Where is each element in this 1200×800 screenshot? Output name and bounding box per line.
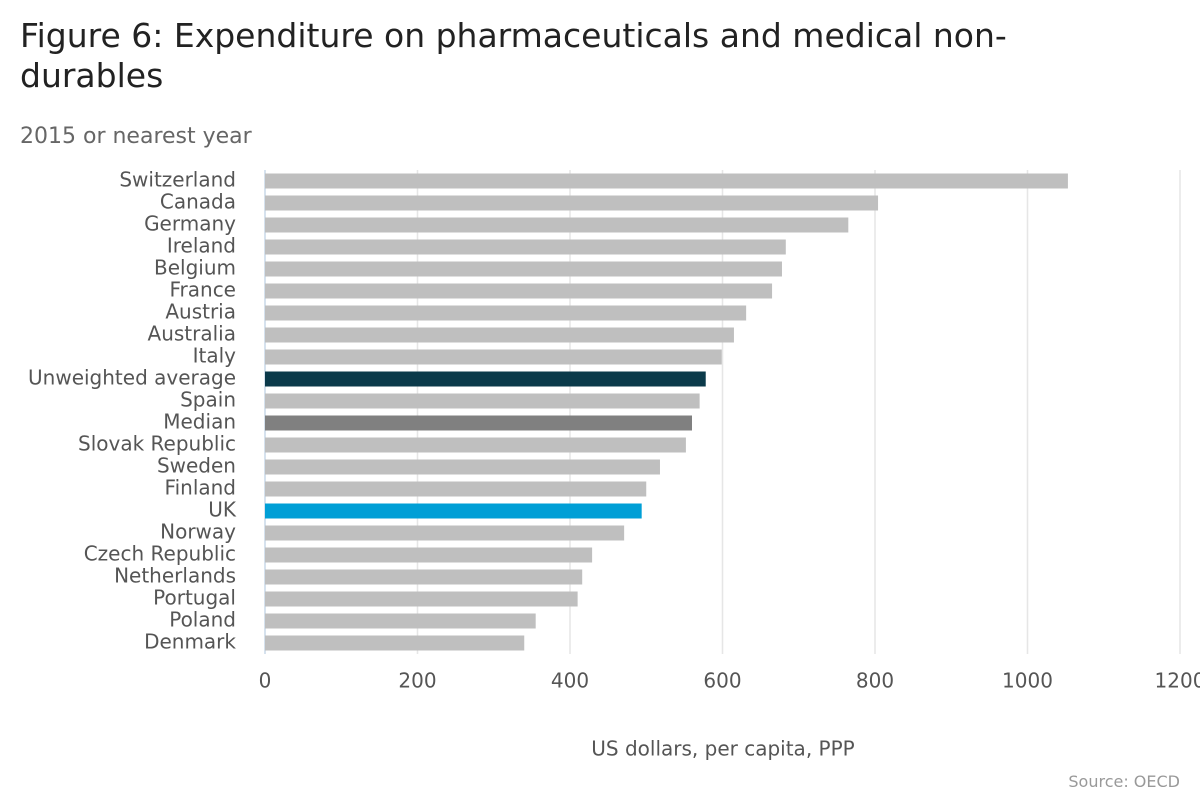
- bar: [265, 305, 747, 321]
- bar: [265, 503, 642, 519]
- x-tick-label: 600: [703, 669, 741, 693]
- y-tick-label: Unweighted average: [28, 366, 236, 390]
- bar: [265, 239, 786, 255]
- y-tick-label: France: [169, 278, 236, 302]
- bar: [265, 459, 660, 475]
- bar: [265, 327, 734, 343]
- x-axis-label: US dollars, per capita, PPP: [591, 737, 854, 761]
- y-tick-label: Finland: [165, 476, 236, 500]
- x-tick-label: 1000: [1002, 669, 1053, 693]
- y-tick-label: Portugal: [153, 586, 236, 610]
- y-tick-label: Netherlands: [114, 564, 236, 588]
- bar: [265, 569, 583, 585]
- source: Source: OECD: [1068, 772, 1180, 791]
- chart-title: Figure 6: Expenditure on pharmaceuticals…: [20, 16, 1007, 95]
- y-tick-label: Australia: [148, 322, 236, 346]
- bar: [265, 371, 706, 387]
- y-tick-label: Ireland: [167, 234, 236, 258]
- y-tick-label: Switzerland: [119, 168, 236, 192]
- x-tick-label: 400: [551, 669, 589, 693]
- x-tick-label: 200: [398, 669, 436, 693]
- y-tick-label: Denmark: [144, 630, 236, 654]
- bar: [265, 547, 593, 563]
- bar: [265, 393, 700, 409]
- bar: [265, 437, 686, 453]
- chart-subtitle: 2015 or nearest year: [20, 124, 252, 149]
- y-tick-label: Italy: [193, 344, 237, 368]
- y-tick-label: Norway: [160, 520, 236, 544]
- bar: [265, 481, 647, 497]
- bar: [265, 525, 625, 541]
- y-tick-label: Germany: [144, 212, 236, 236]
- bar: [265, 173, 1068, 189]
- y-tick-label: UK: [208, 498, 237, 522]
- y-tick-label: Slovak Republic: [78, 432, 236, 456]
- chart: US dollars, per capita, PPP 0 200 400 600 80…: [28, 168, 1200, 761]
- y-tick-label: Median: [163, 410, 236, 434]
- y-tick-label: Poland: [169, 608, 236, 632]
- y-tick-label: Canada: [160, 190, 236, 214]
- y-tick-label: Sweden: [157, 454, 236, 478]
- x-tick-label: 1200: [1155, 669, 1200, 693]
- x-tick-label: 0: [259, 669, 272, 693]
- bar: [265, 261, 782, 277]
- bar: [265, 217, 849, 233]
- bar: [265, 591, 578, 607]
- y-tick-label: Spain: [180, 388, 236, 412]
- y-tick-label: Belgium: [154, 256, 236, 280]
- bar: [265, 635, 525, 651]
- bar: [265, 415, 692, 431]
- bar: [265, 349, 722, 365]
- bar: [265, 195, 879, 211]
- bar: [265, 283, 773, 299]
- bar: [265, 613, 536, 629]
- y-tick-label: Czech Republic: [84, 542, 236, 566]
- y-tick-label: Austria: [165, 300, 236, 324]
- x-tick-label: 800: [856, 669, 894, 693]
